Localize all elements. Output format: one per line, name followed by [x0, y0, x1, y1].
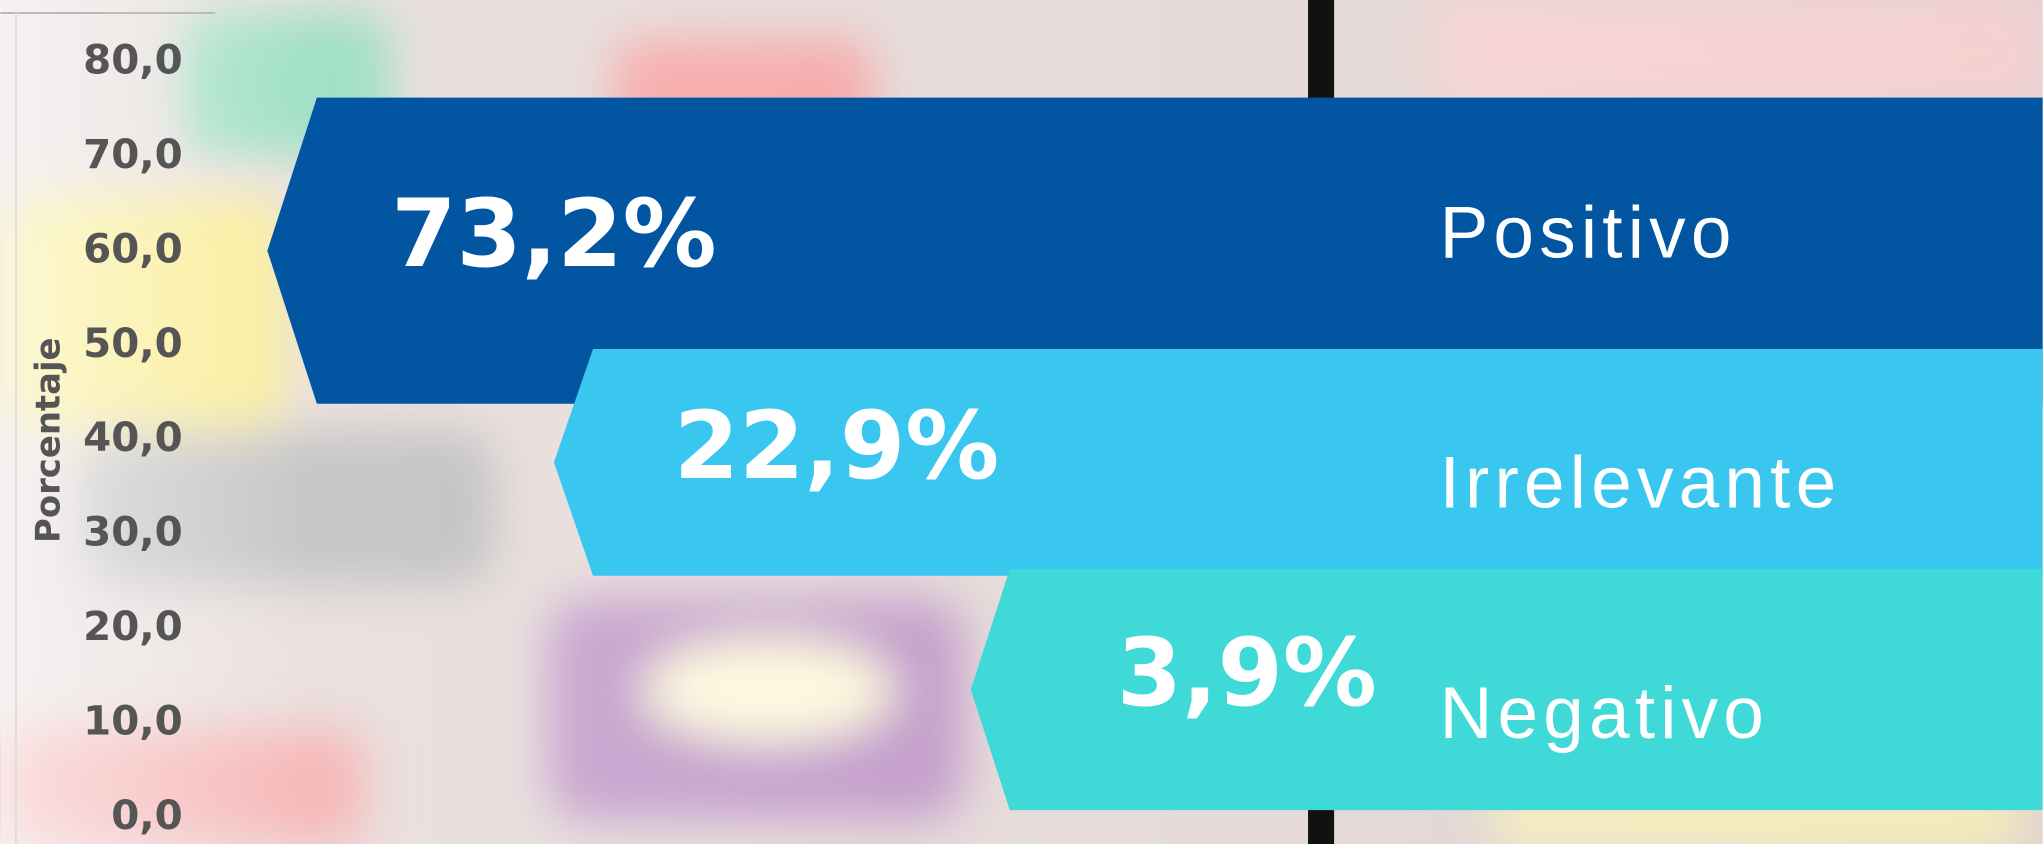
y-tick-label: 10,0	[83, 698, 183, 745]
category-label: Negativo	[1440, 673, 1770, 754]
category-label: Positivo	[1440, 193, 1737, 274]
y-axis-label: Porcentaje	[28, 337, 67, 543]
y-tick-label: 30,0	[83, 509, 183, 556]
value-label: 73,2%	[391, 180, 716, 289]
y-tick-label: 0,0	[111, 792, 182, 839]
y-tick-label: 50,0	[83, 320, 183, 367]
y-tick-label: 70,0	[83, 131, 183, 178]
y-tick-label: 60,0	[83, 225, 183, 272]
y-tick-label: 40,0	[83, 414, 183, 461]
y-tick-label: 80,0	[83, 37, 183, 84]
y-tick-label: 20,0	[83, 603, 183, 650]
category-label: Irrelevante	[1440, 443, 1842, 524]
value-label: 3,9%	[1117, 619, 1377, 728]
chart: Porcentaje 0,0 10,0 20,0 30,0 40,0 50,0 60,0 70…	[0, 0, 2043, 844]
value-label: 22,9%	[674, 392, 999, 501]
